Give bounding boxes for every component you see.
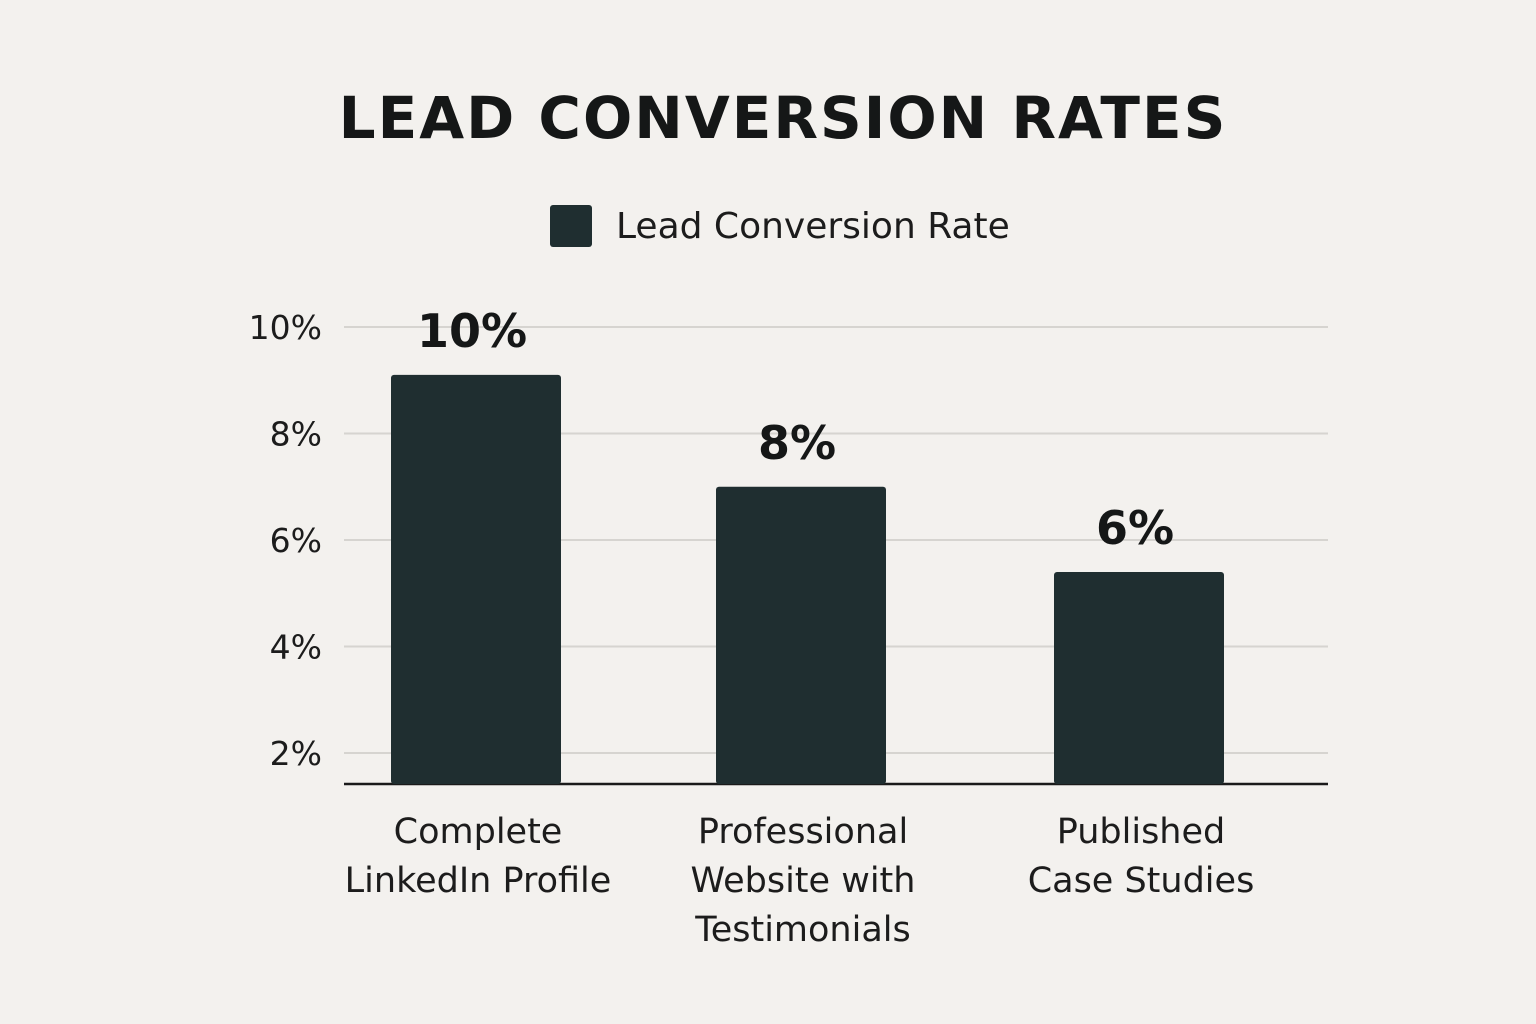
bar-value-label: 10% <box>417 304 527 358</box>
bar-value-label: 6% <box>1096 501 1174 555</box>
legend-label: Lead Conversion Rate <box>616 205 1010 247</box>
x-category-label-line: Case Studies <box>1028 861 1255 901</box>
y-tick-label: 4% <box>270 628 322 667</box>
chart-title: LEAD CONVERSION RATES <box>338 84 1228 152</box>
x-category-label-line: Professional <box>698 812 908 852</box>
legend: Lead Conversion Rate <box>550 204 1010 248</box>
y-tick-label: 2% <box>270 734 322 773</box>
y-tick-label: 8% <box>270 415 322 454</box>
y-tick-label: 6% <box>270 521 322 560</box>
x-category-label-line: Complete <box>394 812 563 852</box>
legend-swatch <box>550 205 592 247</box>
x-category-label: Published Case Studies <box>1028 812 1255 901</box>
x-category-label: Professional Website with Testimonials <box>691 812 916 950</box>
bar <box>1054 571 1224 784</box>
y-tick-label: 10% <box>249 308 322 347</box>
bar <box>716 486 886 784</box>
x-category-label-line: Website with <box>691 861 916 901</box>
x-category-label-line: Testimonials <box>694 910 910 950</box>
bar <box>391 374 561 784</box>
x-category-label-line: Published <box>1057 812 1226 852</box>
x-category-label: Complete LinkedIn Profile <box>345 812 612 901</box>
bar-value-label: 8% <box>758 416 836 470</box>
x-category-label-line: LinkedIn Profile <box>345 861 612 901</box>
